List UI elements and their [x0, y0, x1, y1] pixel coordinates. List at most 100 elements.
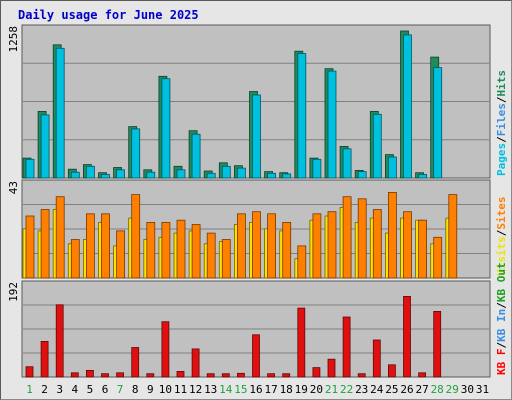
x-tick-label-day-21: 21 — [325, 383, 338, 396]
legend-separator: / — [495, 302, 508, 309]
bar-top-files-day-16 — [252, 94, 261, 179]
bar-middle-sites-day-6 — [101, 213, 110, 279]
panel-middle-legend: Visits/Sites — [495, 197, 508, 277]
x-tick-label-day-12: 12 — [189, 383, 202, 396]
x-tick-label-day-8: 8 — [132, 383, 139, 396]
bar-bottom-kb-f-day-8 — [131, 347, 140, 378]
chart-title: Daily usage for June 2025 — [18, 8, 199, 22]
bar-bottom-kb-f-day-13 — [206, 373, 215, 378]
bar-bottom-kb-f-day-14 — [221, 373, 230, 378]
x-tick-label-day-31: 31 — [476, 383, 489, 396]
bar-middle-sites-day-8 — [131, 194, 141, 279]
bar-top-files-day-24 — [372, 113, 382, 179]
bar-middle-sites-day-9 — [146, 221, 156, 279]
x-tick-label-day-23: 23 — [355, 383, 368, 396]
bar-bottom-kb-f-day-20 — [312, 367, 321, 378]
x-tick-label-day-17: 17 — [264, 383, 277, 396]
bar-bottom-kb-f-day-1 — [25, 366, 34, 378]
bar-middle-sites-day-21 — [327, 211, 337, 279]
bar-bottom-kb-f-day-11 — [176, 370, 185, 378]
x-tick-label-day-25: 25 — [385, 383, 398, 396]
legend-item-kb-in: KB In — [495, 309, 508, 342]
bar-bottom-kb-f-day-28 — [433, 310, 442, 378]
legend-item-kb-f: KB F — [495, 349, 508, 376]
bar-middle-sites-day-7 — [116, 230, 125, 279]
panel-middle-ymax-label: 43 — [7, 181, 20, 194]
bar-bottom-kb-f-day-7 — [116, 372, 124, 378]
bar-middle-sites-day-29 — [448, 194, 458, 279]
bar-top-files-day-12 — [191, 133, 201, 179]
bar-top-files-day-7 — [116, 169, 125, 179]
legend-item-hits: Hits — [495, 70, 508, 97]
bar-bottom-kb-f-day-22 — [342, 316, 351, 378]
bar-top-files-day-21 — [327, 70, 337, 179]
bar-bottom-kb-f-day-2 — [40, 340, 49, 378]
panel-bottom-ymax-label: 192 — [7, 282, 20, 302]
bar-middle-sites-day-14 — [221, 239, 231, 279]
bar-bottom-kb-f-day-17 — [267, 373, 276, 378]
bar-middle-sites-day-20 — [312, 213, 322, 279]
bar-top-files-day-27 — [418, 174, 428, 179]
bar-top-files-day-22 — [342, 148, 352, 179]
legend-separator: / — [495, 342, 508, 349]
legend-item-pages: Pages — [495, 143, 508, 176]
bar-bottom-kb-f-day-24 — [372, 339, 381, 378]
bar-middle-sites-day-26 — [403, 211, 412, 279]
bar-top-files-day-8 — [131, 128, 141, 179]
legend-item-sites: Sites — [495, 197, 508, 230]
panel-top-legend: Pages/Files/Hits — [495, 70, 508, 176]
legend-separator: / — [495, 229, 508, 236]
bar-middle-sites-day-15 — [236, 213, 246, 279]
legend-item-files: Files — [495, 103, 508, 136]
bar-middle-sites-day-3 — [55, 196, 65, 279]
x-tick-label-day-22: 22 — [340, 383, 353, 396]
bar-middle-sites-day-2 — [40, 209, 50, 279]
bar-bottom-kb-f-day-12 — [191, 348, 200, 378]
bar-top-files-day-23 — [357, 171, 367, 179]
x-tick-label-day-26: 26 — [400, 383, 413, 396]
bar-top-files-day-25 — [387, 156, 397, 179]
bar-bottom-kb-f-day-26 — [403, 295, 411, 378]
bar-top-files-day-14 — [221, 165, 231, 179]
bar-middle-sites-day-10 — [161, 221, 171, 279]
bar-middle-sites-day-28 — [433, 236, 443, 279]
x-tick-label-day-19: 19 — [295, 383, 308, 396]
bar-middle-sites-day-19 — [297, 245, 307, 279]
bar-bottom-kb-f-day-19 — [297, 307, 306, 378]
x-tick-label-day-3: 3 — [56, 383, 63, 396]
x-tick-label-day-9: 9 — [147, 383, 154, 396]
legend-separator: / — [495, 136, 508, 143]
bar-top-files-day-20 — [312, 158, 322, 179]
bar-middle-sites-day-27 — [418, 219, 428, 279]
x-tick-label-day-5: 5 — [87, 383, 94, 396]
x-tick-label-day-30: 30 — [461, 383, 474, 396]
legend-item-visits: Visits — [495, 236, 508, 276]
bar-bottom-kb-f-day-6 — [101, 373, 109, 378]
bar-middle-sites-day-16 — [252, 211, 261, 279]
bar-top-files-day-19 — [297, 53, 307, 179]
x-tick-label-day-14: 14 — [219, 383, 233, 396]
bar-top-files-day-28 — [433, 67, 443, 179]
bar-middle-sites-day-24 — [372, 209, 382, 279]
x-tick-label-day-18: 18 — [280, 383, 293, 396]
bar-bottom-kb-f-day-16 — [252, 334, 260, 378]
x-tick-label-day-13: 13 — [204, 383, 217, 396]
bar-top-files-day-1 — [25, 158, 35, 179]
legend-item-kb-out: KB Out — [495, 262, 508, 302]
bar-middle-sites-day-23 — [357, 198, 367, 279]
x-tick-label-day-20: 20 — [310, 383, 323, 396]
bar-bottom-kb-f-day-23 — [357, 373, 366, 378]
bar-bottom-kb-f-day-4 — [70, 372, 79, 378]
bar-top-files-day-6 — [101, 174, 110, 179]
bar-bottom-kb-f-day-25 — [387, 364, 396, 378]
x-tick-label-day-10: 10 — [159, 383, 172, 396]
bar-top-files-day-26 — [403, 34, 412, 179]
x-tick-label-day-27: 27 — [415, 383, 428, 396]
bar-middle-sites-day-1 — [25, 215, 35, 279]
bar-bottom-kb-f-day-10 — [161, 321, 170, 378]
bar-bottom-kb-f-day-15 — [236, 372, 245, 378]
x-tick-label-day-6: 6 — [102, 383, 109, 396]
bar-middle-sites-day-13 — [206, 232, 216, 279]
